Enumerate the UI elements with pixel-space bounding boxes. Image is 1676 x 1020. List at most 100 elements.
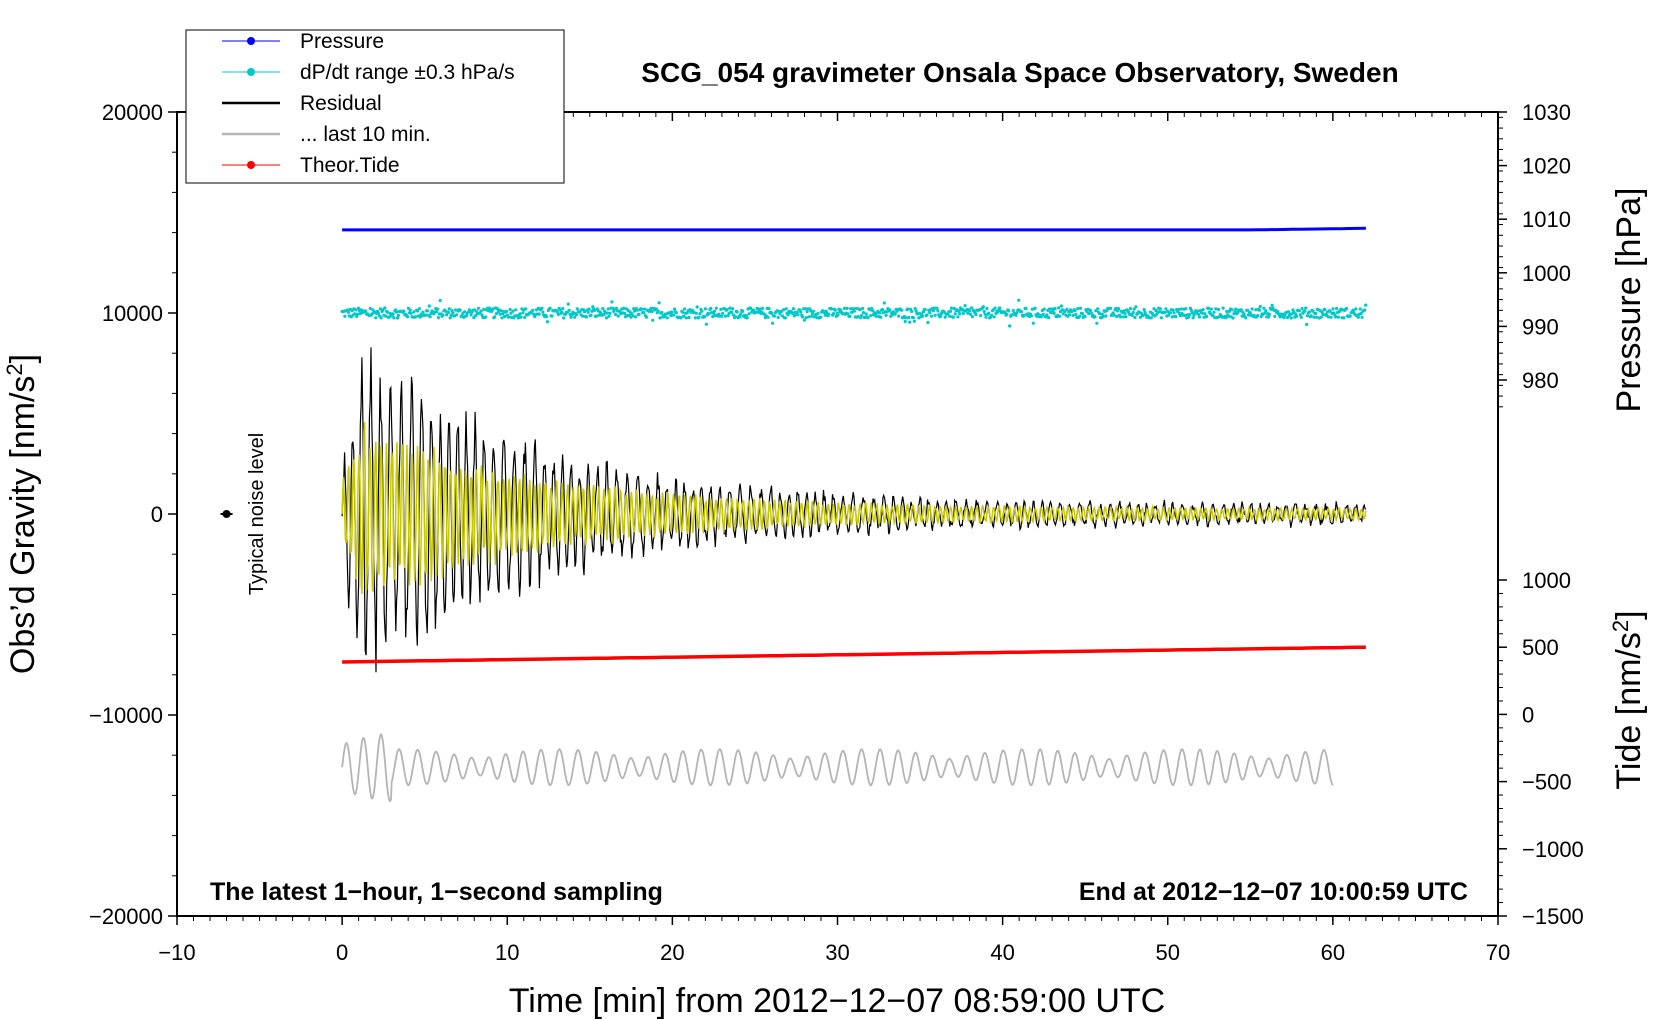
x-tick-label: 50 [1156, 940, 1180, 965]
dpdt-point [926, 320, 930, 325]
dpdt-point [1158, 307, 1162, 311]
dpdt-point [1196, 312, 1201, 316]
dpdt-point [408, 308, 412, 312]
dpdt-point [1068, 313, 1072, 317]
dpdt-point [949, 306, 954, 310]
dpdt-point [709, 306, 713, 310]
dpdt-point [693, 316, 698, 320]
dpdt-point [581, 314, 585, 318]
dpdt-point [395, 310, 399, 314]
dpdt-point [913, 307, 917, 311]
dpdt-point [1171, 308, 1175, 312]
dpdt-point [1115, 314, 1119, 319]
dpdt-point [697, 315, 701, 319]
tide-tick-label: 0 [1522, 702, 1534, 727]
dpdt-point [642, 311, 646, 315]
dpdt-point [1074, 312, 1078, 317]
dpdt-point [589, 313, 593, 317]
dpdt-point [1321, 313, 1325, 317]
dpdt-point [601, 307, 605, 311]
dpdt-point [1029, 314, 1033, 318]
x-tick-label: −10 [158, 940, 195, 965]
dpdt-point [605, 311, 609, 315]
dpdt-point [1014, 313, 1018, 317]
dpdt-point [458, 308, 462, 312]
dpdt-point [499, 309, 503, 313]
dpdt-point [427, 304, 431, 308]
dpdt-point [760, 310, 764, 314]
y-axis-tide-title: Tide [nm/s2] [1608, 610, 1648, 789]
tide-tick-label: −500 [1522, 770, 1572, 795]
dpdt-point [622, 306, 626, 310]
dpdt-point [421, 310, 425, 314]
dpdt-point [1051, 309, 1055, 313]
dpdt-point [441, 313, 445, 317]
dpdt-point [455, 313, 459, 317]
dpdt-point [1163, 310, 1167, 314]
dpdt-point [516, 316, 520, 320]
dpdt-point [1073, 309, 1077, 313]
legend-label: Theor.Tide [300, 154, 400, 177]
x-tick-label: 70 [1486, 940, 1510, 965]
dpdt-point [1214, 307, 1218, 311]
dpdt-point [1358, 307, 1362, 311]
dpdt-point [957, 309, 961, 313]
dpdt-point [1230, 308, 1234, 312]
dpdt-point [509, 311, 513, 315]
dpdt-point [771, 321, 775, 325]
dpdt-point [428, 315, 432, 319]
dpdt-point [1283, 313, 1287, 317]
dpdt-point [674, 311, 678, 315]
dpdt-point [1080, 311, 1084, 316]
series-layer [340, 226, 1368, 803]
legend-label: dP/dt range ±0.3 hPa/s [300, 61, 515, 84]
dpdt-point [392, 316, 396, 320]
last-10-min-line [341, 733, 1334, 803]
dpdt-point [1315, 315, 1319, 319]
dpdt-point [925, 313, 929, 317]
dpdt-point [772, 314, 777, 318]
dpdt-point [1042, 307, 1046, 311]
dpdt-point [447, 307, 451, 311]
dpdt-point [660, 310, 664, 315]
dpdt-point [1329, 315, 1333, 319]
dpdt-point [1112, 313, 1116, 317]
dpdt-point [682, 307, 687, 311]
dpdt-point [1342, 316, 1346, 320]
dpdt-point [735, 310, 739, 314]
dpdt-point [364, 309, 368, 313]
dpdt-point [1128, 306, 1132, 311]
dpdt-point [469, 313, 473, 317]
dpdt-point [1201, 308, 1205, 312]
noise-level-label: Typical noise level [246, 433, 268, 595]
dpdt-point [856, 315, 860, 319]
legend-label: Pressure [300, 30, 384, 53]
dpdt-point [1264, 309, 1268, 313]
dpdt-point [1089, 311, 1093, 315]
dpdt-point [672, 313, 676, 317]
dpdt-point [1319, 315, 1323, 319]
dpdt-point [391, 312, 395, 316]
y-axis-pressure-title: Pressure [hPa] [1610, 188, 1648, 413]
dpdt-point [1031, 321, 1035, 325]
dpdt-point [684, 316, 688, 320]
dpdt-point [687, 315, 691, 320]
dpdt-point [698, 312, 702, 316]
dpdt-point [970, 315, 975, 319]
dpdt-point [712, 309, 717, 313]
dpdt-point [801, 315, 805, 319]
dpdt-point [766, 315, 770, 319]
dpdt-point [1134, 305, 1138, 309]
dpdt-point [503, 314, 507, 319]
dpdt-point [374, 316, 378, 320]
dpdt-point [1122, 309, 1126, 313]
dpdt-point [908, 320, 912, 324]
dpdt-point [1104, 314, 1108, 318]
dpdt-point [409, 311, 413, 315]
dpdt-point [498, 312, 502, 316]
dpdt-point [1008, 324, 1012, 328]
dpdt-point [1164, 307, 1168, 311]
dpdt-point [846, 312, 850, 316]
dpdt-point [346, 310, 351, 314]
